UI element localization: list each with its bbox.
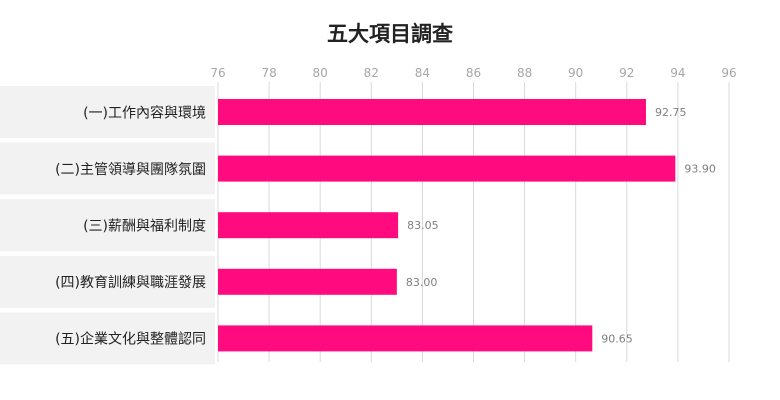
category-label: (四)教育訓練與職涯發展 <box>55 275 206 291</box>
category-labels: (一)工作內容與環境 (二)主管領導與團隊氛圍 (三)薪酬與福利制度 (四)教育訓練與… <box>0 86 215 365</box>
bar <box>218 155 676 182</box>
x-tick-label: 82 <box>364 66 379 80</box>
category-label: (一)工作內容與環境 <box>83 104 206 121</box>
bar <box>218 212 399 239</box>
gridlines <box>217 82 730 362</box>
bar <box>218 99 646 125</box>
category-label-box <box>0 199 215 252</box>
x-tick-label: 80 <box>313 66 328 80</box>
value-label: 83.05 <box>407 219 439 232</box>
x-tick-label: 96 <box>721 66 736 80</box>
category-label: (五)企業文化與整體認同 <box>55 331 206 348</box>
category-label-box <box>0 86 215 138</box>
bars <box>218 99 676 352</box>
x-tick-label: 92 <box>619 66 634 80</box>
x-tick-label: 86 <box>466 66 481 80</box>
value-label: 92.75 <box>655 106 687 119</box>
x-tick-label: 90 <box>568 66 583 80</box>
chart-title: 五大項目調查 <box>327 22 453 46</box>
x-tick-label: 76 <box>210 66 225 80</box>
value-label: 93.90 <box>684 163 716 176</box>
category-label-box <box>0 142 215 195</box>
bar <box>218 325 593 352</box>
category-label-box <box>0 255 215 308</box>
x-tick-label: 94 <box>670 66 685 80</box>
x-tick-label: 78 <box>261 66 276 80</box>
x-tick-label: 88 <box>517 66 532 80</box>
value-labels: 92.75 93.90 83.05 83.00 90.65 <box>406 106 716 345</box>
value-label: 83.00 <box>406 276 438 289</box>
x-tick-label: 84 <box>415 66 430 80</box>
category-label: (二)主管領導與團隊氛圍 <box>55 161 206 178</box>
x-axis-ticks: 76 78 80 82 84 86 88 90 92 94 96 <box>210 66 736 80</box>
category-label: (三)薪酬與福利制度 <box>83 219 206 235</box>
category-label-box <box>0 312 215 365</box>
value-label: 90.65 <box>601 332 633 345</box>
bar <box>218 268 397 295</box>
